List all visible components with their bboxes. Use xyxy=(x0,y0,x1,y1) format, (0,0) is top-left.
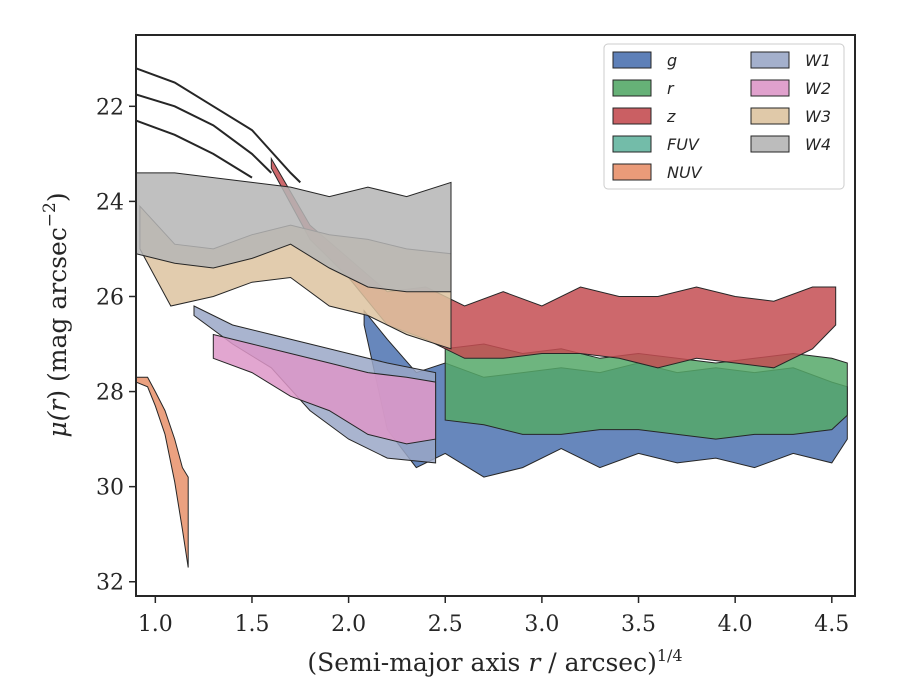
legend-swatch-w2 xyxy=(750,79,790,97)
x-tick-label: 3.0 xyxy=(524,612,559,637)
legend-label-z: z xyxy=(666,107,676,126)
x-tick-label: 2.0 xyxy=(331,612,366,637)
legend-label-w4: W4 xyxy=(805,135,831,154)
legend-swatch-fuv xyxy=(612,135,652,153)
legend-label-r: r xyxy=(667,79,675,98)
legend-label-w2: W2 xyxy=(805,79,831,98)
legend-swatch-w4 xyxy=(750,135,790,153)
legend-label-w3: W3 xyxy=(805,107,831,126)
x-tick-label: 4.0 xyxy=(718,612,753,637)
plot-frame xyxy=(135,34,856,597)
band-w4 xyxy=(136,172,452,293)
x-axis: 1.0 1.5 2.0 2.5 3.0 3.5 4.0 4.5 xyxy=(138,596,849,637)
x-tick-label: 1.0 xyxy=(138,612,173,637)
legend-swatch-w1 xyxy=(750,51,790,69)
legend-label-nuv: NUV xyxy=(667,163,703,182)
profile-outline-1 xyxy=(136,67,301,184)
y-tick-label: 32 xyxy=(96,571,124,596)
legend-swatch-nuv xyxy=(612,163,652,181)
profile-outline-3 xyxy=(136,119,253,179)
x-tick-label: 3.5 xyxy=(621,612,656,637)
legend-swatch-r xyxy=(612,79,652,97)
legend-swatch-g xyxy=(612,51,652,69)
legend-swatch-z xyxy=(612,107,652,125)
x-tick-label: 4.5 xyxy=(814,612,849,637)
y-tick-label: 30 xyxy=(96,476,124,501)
band-w2 xyxy=(212,333,437,445)
y-tick-label: 26 xyxy=(96,285,124,310)
legend-label-fuv: FUV xyxy=(667,135,700,154)
profile-outline-layer xyxy=(136,67,301,184)
legend-swatch-w3 xyxy=(750,107,790,125)
y-tick-label: 24 xyxy=(96,190,124,215)
x-tick-label: 1.5 xyxy=(234,612,269,637)
y-tick-label: 28 xyxy=(96,381,124,406)
bands-layer xyxy=(136,156,848,568)
legend-label-g: g xyxy=(667,51,677,70)
y-axis: 22 24 26 28 30 32 xyxy=(96,95,136,596)
x-axis-label: (Semi-major axis r / arcsec)1/4 xyxy=(307,646,682,677)
legend-label-w1: W1 xyxy=(805,51,831,70)
legend: grz FUV NUV W1 W2 W3 W4 xyxy=(603,43,845,190)
y-tick-label: 22 xyxy=(96,95,124,120)
profile-outline-2 xyxy=(136,93,273,174)
band-r xyxy=(444,343,848,440)
x-tick-label: 2.5 xyxy=(428,612,463,637)
band-nuv xyxy=(136,376,189,568)
y-axis-label: μ(r) (mag arcsec−2) xyxy=(40,192,72,437)
